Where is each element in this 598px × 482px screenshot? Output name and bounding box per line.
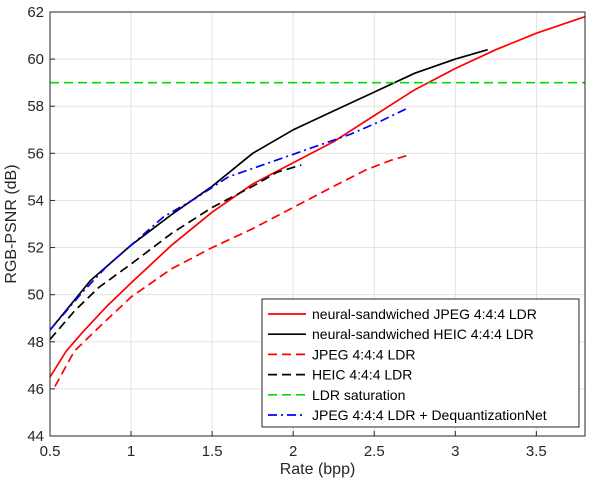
- plot-area-border: [49, 11, 586, 437]
- x-tick-label: 0.5: [40, 443, 61, 460]
- y-tick-label: 46: [27, 381, 44, 398]
- y-tick-label: 48: [27, 334, 44, 351]
- series-line-1: [49, 15, 586, 378]
- y-tick-label: 52: [27, 240, 44, 257]
- y-tick-label: 54: [27, 192, 44, 209]
- legend: neural-sandwiched JPEG 4:4:4 LDR neural-s…: [261, 298, 580, 428]
- legend-label-6: JPEG 4:4:4 LDR + DequantizationNet: [312, 407, 547, 423]
- series-lines: [49, 15, 586, 387]
- tick-labels: 0.5 1 1.5 2 2.5 3 3.5 44 46 48 50 52 54 56 58 60 62: [27, 4, 546, 460]
- y-tick-label: 50: [27, 287, 44, 304]
- y-tick-label: 58: [27, 98, 44, 115]
- legend-label-1: neural-sandwiched JPEG 4:4:4 LDR: [312, 306, 537, 322]
- x-tick-label: 1.5: [202, 443, 223, 460]
- y-tick-label: 44: [27, 428, 44, 445]
- legend-label-4: HEIC 4:4:4 LDR: [312, 367, 412, 383]
- series-line-4: [49, 164, 302, 340]
- legend-label-3: JPEG 4:4:4 LDR: [312, 346, 416, 362]
- y-tick-label: 56: [27, 145, 44, 162]
- x-tick-label: 2: [289, 443, 297, 460]
- series-line-2: [49, 48, 488, 331]
- x-tick-label: 1: [127, 443, 135, 460]
- legend-label-2: neural-sandwiched HEIC 4:4:4 LDR: [312, 326, 534, 342]
- legend-box: [261, 298, 580, 428]
- x-tick-label: 3: [451, 443, 459, 460]
- x-axis-label: Rate (bpp): [280, 461, 356, 478]
- y-axis-label: RGB-PSNR (dB): [3, 164, 20, 283]
- x-tick-label: 2.5: [364, 443, 385, 460]
- x-tick-label: 3.5: [526, 443, 547, 460]
- series-line-6: [49, 107, 408, 331]
- y-tick-label: 62: [27, 4, 44, 21]
- y-tick-label: 60: [27, 51, 44, 68]
- legend-label-5: LDR saturation: [312, 387, 405, 403]
